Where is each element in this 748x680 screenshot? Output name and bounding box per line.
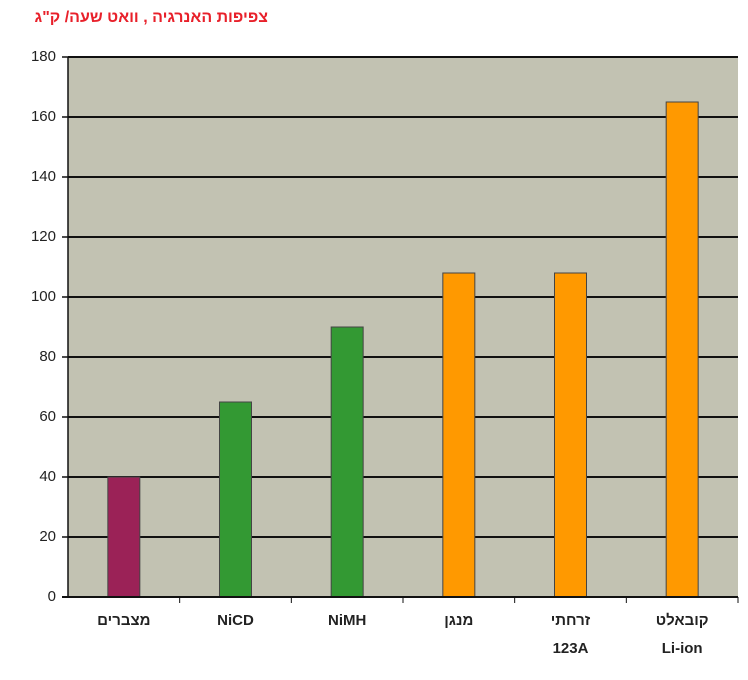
x-tick-label: NiMH — [328, 612, 366, 629]
x-tick-label: Li-ion — [662, 640, 703, 657]
x-tick-label: מצברים — [97, 612, 150, 629]
x-tick-label: NiCD — [217, 612, 254, 629]
y-tick-label: 80 — [39, 348, 56, 365]
y-tick-label: 20 — [39, 528, 56, 545]
y-tick-label: 160 — [31, 108, 56, 125]
x-tick-label: מנגן — [444, 612, 473, 629]
y-tick-label: 100 — [31, 288, 56, 305]
bar — [107, 476, 141, 598]
bar — [665, 101, 699, 598]
y-tick-label: 0 — [48, 588, 56, 605]
x-tick-label: זרחתי — [551, 612, 591, 629]
y-tick-label: 180 — [31, 48, 56, 65]
bar — [442, 272, 476, 598]
y-tick-label: 40 — [39, 468, 56, 485]
chart-title: צפיפות האנרגיה , וואט שעה/ ק"ג — [35, 9, 268, 26]
plot-area — [68, 57, 738, 597]
y-tick-label: 120 — [31, 228, 56, 245]
y-tick-label: 60 — [39, 408, 56, 425]
bar — [219, 401, 252, 598]
bar — [330, 326, 364, 598]
x-tick-label: 123A — [553, 640, 589, 657]
y-tick-label: 140 — [31, 168, 56, 185]
bar — [554, 272, 587, 598]
x-tick-label: קובאלט — [656, 612, 709, 629]
